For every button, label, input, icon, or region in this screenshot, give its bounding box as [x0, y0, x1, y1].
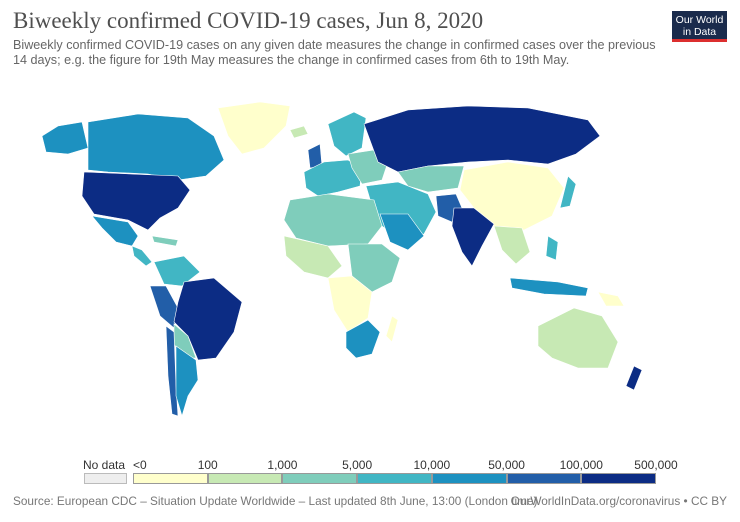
legend-bin-label: 1,000 [267, 458, 298, 472]
world-map [41, 101, 643, 418]
legend-bin-label: 100,000 [559, 458, 603, 472]
region-central-america[interactable] [131, 245, 153, 267]
source-note: Source: European CDC – Situation Update … [13, 494, 538, 508]
legend-bin-swatch[interactable] [207, 473, 283, 484]
region-australia[interactable] [537, 307, 619, 369]
legend-bin-label: 10,000 [413, 458, 451, 472]
region-brazil[interactable] [173, 277, 243, 361]
region-russia[interactable] [363, 105, 601, 173]
region-southeast-asia[interactable] [493, 225, 531, 265]
region-greenland[interactable] [217, 101, 291, 155]
region-usa[interactable] [81, 171, 191, 231]
map-legend: No data <0 100 1,000 5,000 10,000 50,000 100,0… [0, 455, 740, 485]
legend-bin-label: 500,000 [634, 458, 678, 472]
region-argentina[interactable] [175, 345, 199, 418]
region-south-africa[interactable] [345, 319, 381, 359]
legend-bin-swatch[interactable] [282, 473, 358, 484]
logo-line-2: in Data [682, 26, 717, 38]
region-chile[interactable] [165, 325, 179, 417]
region-papua-new-guinea[interactable] [597, 291, 625, 307]
region-alaska[interactable] [41, 121, 89, 155]
region-saudi-arabia[interactable] [379, 213, 425, 251]
region-madagascar[interactable] [385, 315, 399, 343]
chart-subtitle: Biweekly confirmed COVID-19 cases on any… [13, 38, 656, 67]
region-caribbean[interactable] [151, 235, 179, 247]
legend-bin-swatch[interactable] [431, 473, 507, 484]
region-japan[interactable] [559, 175, 577, 209]
region-china[interactable] [459, 161, 565, 231]
logo-line-1: Our World [675, 14, 724, 26]
region-scandinavia[interactable] [327, 111, 367, 157]
legend-bin-swatch[interactable] [133, 473, 208, 484]
legend-bin-swatch[interactable] [357, 473, 432, 484]
legend-bin-swatch[interactable] [506, 473, 582, 484]
legend-bin-label: 100 [197, 458, 218, 472]
region-western-europe[interactable] [303, 159, 363, 197]
region-iceland[interactable] [289, 125, 309, 139]
region-north-africa[interactable] [283, 193, 383, 247]
legend-no-data-swatch [84, 473, 127, 484]
attribution-link[interactable]: OurWorldInData.org/coronavirus • CC BY [510, 494, 727, 508]
chart-title: Biweekly confirmed COVID-19 cases, Jun 8… [13, 8, 484, 33]
legend-no-data-label: No data [83, 458, 126, 472]
legend-bin-label: <0 [133, 458, 147, 472]
owid-logo[interactable]: Our World in Data [672, 11, 727, 42]
region-india[interactable] [451, 207, 495, 267]
legend-bin-label: 5,000 [342, 458, 373, 472]
region-central-africa[interactable] [327, 275, 373, 333]
region-canada[interactable] [87, 113, 225, 181]
legend-bin-label: 50,000 [488, 458, 525, 472]
region-new-zealand[interactable] [625, 365, 643, 391]
legend-bin-swatch[interactable] [581, 473, 656, 484]
region-colombia-venezuela[interactable] [153, 255, 201, 287]
region-philippines[interactable] [545, 235, 559, 261]
region-indonesia[interactable] [509, 277, 589, 297]
